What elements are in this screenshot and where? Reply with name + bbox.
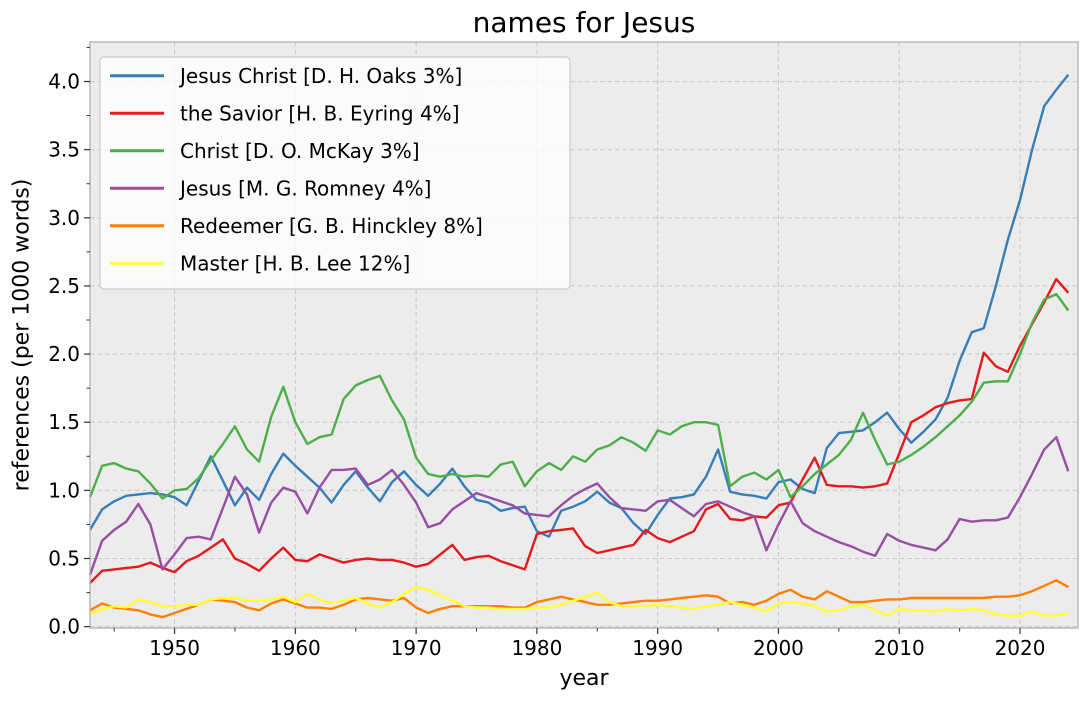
y-tick-label: 0.0	[48, 615, 80, 639]
x-axis-label: year	[559, 666, 609, 691]
legend-label-5: Master [H. B. Lee 12%]	[180, 251, 410, 275]
series-line-5	[89, 585, 1069, 617]
x-tick-label: 2020	[995, 636, 1046, 660]
x-tick-label: 2000	[753, 636, 804, 660]
legend-label-3: Jesus [M. G. Romney 4%]	[178, 176, 431, 200]
x-tick-label: 1950	[149, 636, 200, 660]
x-tick-label: 1980	[511, 636, 562, 660]
chart-title: names for Jesus	[472, 6, 696, 39]
legend-label-1: the Savior [H. B. Eyring 4%]	[180, 101, 460, 125]
y-tick-label: 1.5	[48, 410, 80, 434]
legend	[99, 56, 571, 290]
x-tick-label: 1970	[391, 636, 442, 660]
series-line-4	[89, 579, 1069, 619]
series-line-1	[89, 277, 1070, 584]
x-tick-label: 1990	[632, 636, 683, 660]
y-tick-label: 2.0	[48, 342, 80, 366]
x-tick-label: 2010	[874, 636, 925, 660]
y-tick-label: 4.0	[48, 70, 80, 94]
legend-label-2: Christ [D. O. McKay 3%]	[180, 139, 420, 163]
axes-spines	[89, 41, 1079, 629]
y-tick-label: 3.5	[48, 138, 80, 162]
series-line-3	[88, 436, 1070, 576]
series-line-2	[88, 292, 1070, 500]
x-tick-label: 1960	[270, 636, 321, 660]
y-tick-label: 2.5	[48, 274, 80, 298]
y-tick-label: 1.0	[48, 478, 80, 502]
legend-label-0: Jesus Christ [D. H. Oaks 3%]	[178, 64, 462, 88]
y-tick-label: 3.0	[48, 206, 80, 230]
legend-label-4: Redeemer [G. B. Hinckley 8%]	[180, 214, 483, 238]
y-tick-label: 0.5	[48, 546, 80, 570]
